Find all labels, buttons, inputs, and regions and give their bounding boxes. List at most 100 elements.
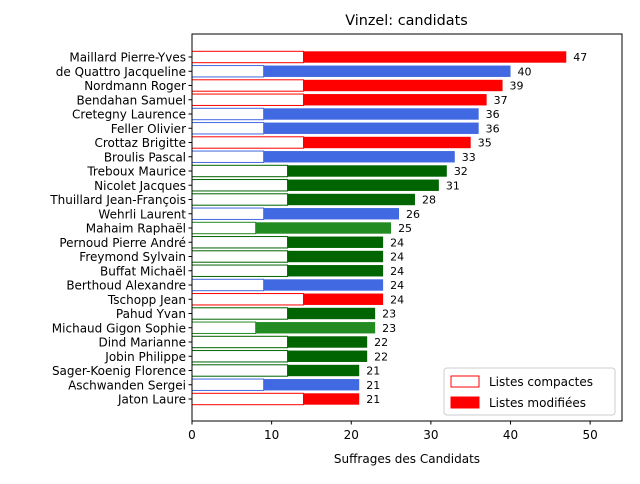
bar-modified <box>263 65 511 77</box>
bar-modified <box>255 322 376 334</box>
y-tick-label: Thuillard Jean-François <box>49 193 186 207</box>
y-tick-label: Jaton Laure <box>117 393 186 407</box>
bar-compact <box>191 93 304 106</box>
bar-value-label: 36 <box>486 122 500 135</box>
bar-compact <box>191 221 257 235</box>
y-tick-label: Jobin Philippe <box>104 350 186 364</box>
x-axis: 0 10 20 30 40 50 <box>188 421 598 442</box>
legend-swatch-outline <box>450 375 480 388</box>
bar-modified <box>255 222 392 234</box>
bar-value-label: 28 <box>422 194 436 207</box>
x-tick-label: 10 <box>264 428 279 442</box>
bar-modified <box>263 122 479 134</box>
legend-swatch-filled <box>450 396 480 409</box>
bar-modified <box>263 279 384 291</box>
y-tick-label: Feller Olivier <box>111 122 186 136</box>
bar-compact <box>191 378 265 391</box>
y-tick-label: Berthoud Alexandre <box>66 279 186 293</box>
y-tick-label: Bendahan Samuel <box>76 93 186 107</box>
bar-value-label: 21 <box>366 393 380 406</box>
bar-compact <box>191 207 265 220</box>
bar-value-label: 47 <box>573 51 587 64</box>
bar-value-label: 26 <box>406 208 420 221</box>
bar-value-label: 24 <box>390 293 404 306</box>
bar-modified <box>303 94 487 106</box>
bar-compact <box>191 136 304 149</box>
y-tick-label: Sager-Koenig Florence <box>52 364 186 378</box>
y-tick-label: Wehrli Laurent <box>98 207 186 221</box>
bar-compact <box>191 364 289 377</box>
x-tick-label: 0 <box>188 428 196 442</box>
bar-value-label: 33 <box>462 151 476 164</box>
bar-compact <box>191 278 265 292</box>
bar-modified <box>263 151 455 163</box>
bar-value-label: 23 <box>382 308 396 321</box>
y-tick-label: de Quattro Jacqueline <box>56 65 186 79</box>
bar-modified <box>263 108 479 120</box>
bar-compact <box>191 293 304 306</box>
bar-compact <box>191 335 289 349</box>
y-tick-label: Nordmann Roger <box>84 79 186 93</box>
bar-value-label: 36 <box>486 108 500 121</box>
x-tick-label: 30 <box>423 428 438 442</box>
x-tick-label: 50 <box>583 428 598 442</box>
bar-compact <box>191 65 265 78</box>
value-labels-layer: 4740393736363533323128262524242424242323… <box>366 51 587 406</box>
bar-value-label: 25 <box>398 222 412 235</box>
bar-value-label: 37 <box>494 94 508 107</box>
y-tick-label: Buffat Michaël <box>100 264 186 278</box>
bar-value-label: 35 <box>478 137 492 150</box>
y-tick-label: Aschwanden Sergei <box>68 378 186 392</box>
bar-modified <box>287 364 360 377</box>
bar-compact <box>191 150 265 163</box>
bar-value-label: 22 <box>374 336 388 349</box>
bar-modified <box>287 250 384 263</box>
bar-modified <box>287 350 368 362</box>
bar-modified <box>263 379 360 391</box>
bar-compact <box>191 392 304 406</box>
bar-modified <box>303 79 503 92</box>
y-tick-label: Cretegny Laurence <box>72 108 186 122</box>
bar-compact <box>191 250 289 263</box>
bar-compact <box>191 107 265 121</box>
bar-modified <box>303 393 360 405</box>
bar-modified <box>287 236 384 248</box>
y-tick-label: Dind Marianne <box>98 336 186 350</box>
bar-modified <box>287 165 447 177</box>
bar-value-label: 24 <box>390 279 404 292</box>
bars-layer <box>191 50 567 406</box>
bar-value-label: 24 <box>390 236 404 249</box>
x-tick-label: 40 <box>503 428 518 442</box>
y-tick-label: Crottaz Brigitte <box>94 136 186 150</box>
bar-compact <box>191 179 289 192</box>
y-tick-label: Broulis Pascal <box>104 150 186 164</box>
y-tick-label: Pahud Yvan <box>116 307 186 321</box>
y-tick-label: Treboux Maurice <box>86 165 186 179</box>
bar-modified <box>303 136 471 149</box>
bar-compact <box>191 236 289 249</box>
bar-compact <box>191 50 304 64</box>
bar-value-label: 39 <box>510 80 524 93</box>
bar-compact <box>191 264 289 277</box>
bar-value-label: 24 <box>390 265 404 278</box>
bar-modified <box>303 293 384 305</box>
legend-label: Listes modifiées <box>489 396 586 410</box>
y-tick-label: Freymond Sylvain <box>79 250 186 264</box>
legend: Listes compactes Listes modifiées <box>443 367 616 416</box>
chart-title: Vinzel: candidats <box>345 13 468 29</box>
legend-box <box>443 367 616 416</box>
legend-label: Listes compactes <box>489 375 593 389</box>
bar-modified <box>287 179 439 191</box>
bar-modified <box>287 193 415 206</box>
x-axis-label: Suffrages des Candidats <box>334 452 480 466</box>
bar-value-label: 31 <box>446 179 460 192</box>
bar-modified <box>287 307 376 320</box>
bar-value-label: 24 <box>390 251 404 264</box>
bar-modified <box>263 208 400 220</box>
bar-compact <box>191 164 289 178</box>
bar-modified <box>287 336 368 348</box>
y-tick-label: Nicolet Jacques <box>94 179 186 193</box>
